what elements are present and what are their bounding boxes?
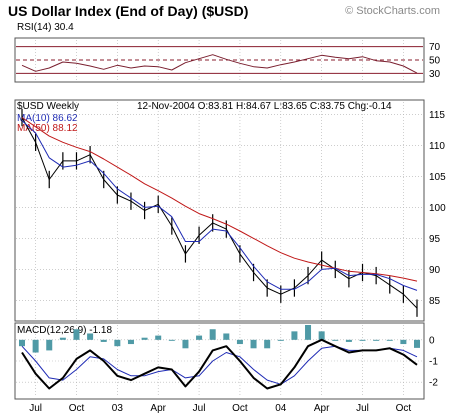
macd-tick-label: -2 bbox=[429, 378, 438, 389]
price-tick-label: 115 bbox=[429, 110, 445, 121]
macd-histogram-bar bbox=[141, 337, 148, 340]
x-tick-label: Apr bbox=[314, 403, 330, 414]
x-tick-label: 04 bbox=[275, 403, 287, 414]
macd-histogram-bar bbox=[277, 339, 284, 341]
macd-histogram-bar bbox=[291, 331, 298, 340]
macd-histogram-bar bbox=[386, 339, 393, 341]
rsi-label: RSI(14) 30.4 bbox=[17, 22, 74, 33]
macd-histogram-bar bbox=[305, 325, 312, 340]
macd-histogram-bar bbox=[127, 339, 134, 345]
macd-histogram-bar bbox=[155, 335, 162, 340]
x-tick-label: 03 bbox=[112, 403, 124, 414]
price-tick-label: 85 bbox=[429, 296, 441, 307]
x-tick-label: Apr bbox=[150, 403, 166, 414]
x-tick-label: Oct bbox=[69, 403, 85, 414]
macd-histogram-bar bbox=[168, 339, 175, 341]
macd-line bbox=[21, 338, 418, 390]
x-tick-label: Jul bbox=[29, 403, 42, 414]
macd-histogram-bar bbox=[19, 339, 25, 347]
macd-histogram-bar bbox=[73, 329, 80, 340]
macd-histogram-bar bbox=[318, 331, 325, 340]
signal-line bbox=[21, 345, 418, 385]
price-tick-label: 90 bbox=[429, 265, 441, 276]
ma50-label: MA(50) 88.12 bbox=[17, 123, 78, 134]
macd-histogram-bar bbox=[373, 339, 380, 341]
x-tick-label: Jul bbox=[193, 403, 206, 414]
macd-histogram-bar bbox=[46, 339, 53, 351]
macd-histogram-bar bbox=[182, 339, 189, 349]
axis-layer: Jul Oct 03 Apr Jul Oct 04 Apr Jul Oct 70 50 30 115 110… bbox=[29, 42, 446, 414]
ma50-line bbox=[21, 117, 418, 282]
price-tick-label: 110 bbox=[429, 141, 445, 152]
rsi-line bbox=[21, 54, 418, 74]
macd-histogram-bar bbox=[359, 339, 366, 341]
macd-histogram-bar bbox=[196, 335, 203, 340]
x-tick-label: Oct bbox=[396, 403, 412, 414]
macd-histogram-bar bbox=[87, 333, 94, 340]
macd-histogram-bar bbox=[332, 339, 339, 341]
macd-histogram-bar bbox=[236, 339, 243, 345]
macd-label: MACD(12,26,9) -1.18 bbox=[17, 325, 113, 336]
macd-histogram-bar bbox=[400, 339, 407, 345]
macd-tick-label: -1 bbox=[429, 357, 438, 368]
data-layer bbox=[19, 54, 420, 390]
price-line bbox=[21, 117, 418, 309]
macd-histogram-bar bbox=[209, 329, 216, 340]
price-panel-frame bbox=[14, 99, 425, 322]
stockcharts-credit: © StockCharts.com bbox=[345, 5, 440, 17]
rsi-tick-label: 70 bbox=[429, 42, 441, 53]
x-tick-label: Oct bbox=[232, 403, 248, 414]
macd-histogram-bar bbox=[223, 333, 230, 340]
x-tick-label: Jul bbox=[356, 403, 369, 414]
price-tick-label: 95 bbox=[429, 234, 441, 245]
rsi-panel-frame bbox=[14, 37, 425, 83]
macd-panel-frame bbox=[14, 322, 425, 400]
macd-histogram-bar bbox=[250, 339, 257, 349]
quote-label: 12-Nov-2004 O:83.81 H:84.67 L:83.65 C:83… bbox=[137, 101, 392, 112]
rsi-tick-label: 50 bbox=[429, 56, 441, 67]
macd-histogram-bar bbox=[114, 339, 121, 347]
price-tick-label: 105 bbox=[429, 172, 446, 183]
macd-histogram-bar bbox=[264, 339, 271, 349]
macd-histogram-bar bbox=[100, 339, 107, 342]
ma10-label: MA(10) 86.62 bbox=[17, 113, 78, 124]
symbol-label: $USD Weekly bbox=[17, 101, 80, 112]
macd-tick-label: 0 bbox=[429, 335, 435, 346]
grid-layer bbox=[16, 40, 423, 397]
rsi-tick-label: 30 bbox=[429, 69, 441, 80]
macd-histogram-bar bbox=[345, 339, 352, 342]
chart-title: US Dollar Index (End of Day) ($USD) bbox=[8, 3, 249, 19]
macd-histogram-bar bbox=[32, 339, 39, 353]
ma10-line bbox=[21, 120, 418, 291]
macd-histogram-bar bbox=[414, 339, 420, 348]
price-tick-label: 100 bbox=[429, 203, 446, 214]
macd-histogram-bar bbox=[59, 337, 66, 340]
